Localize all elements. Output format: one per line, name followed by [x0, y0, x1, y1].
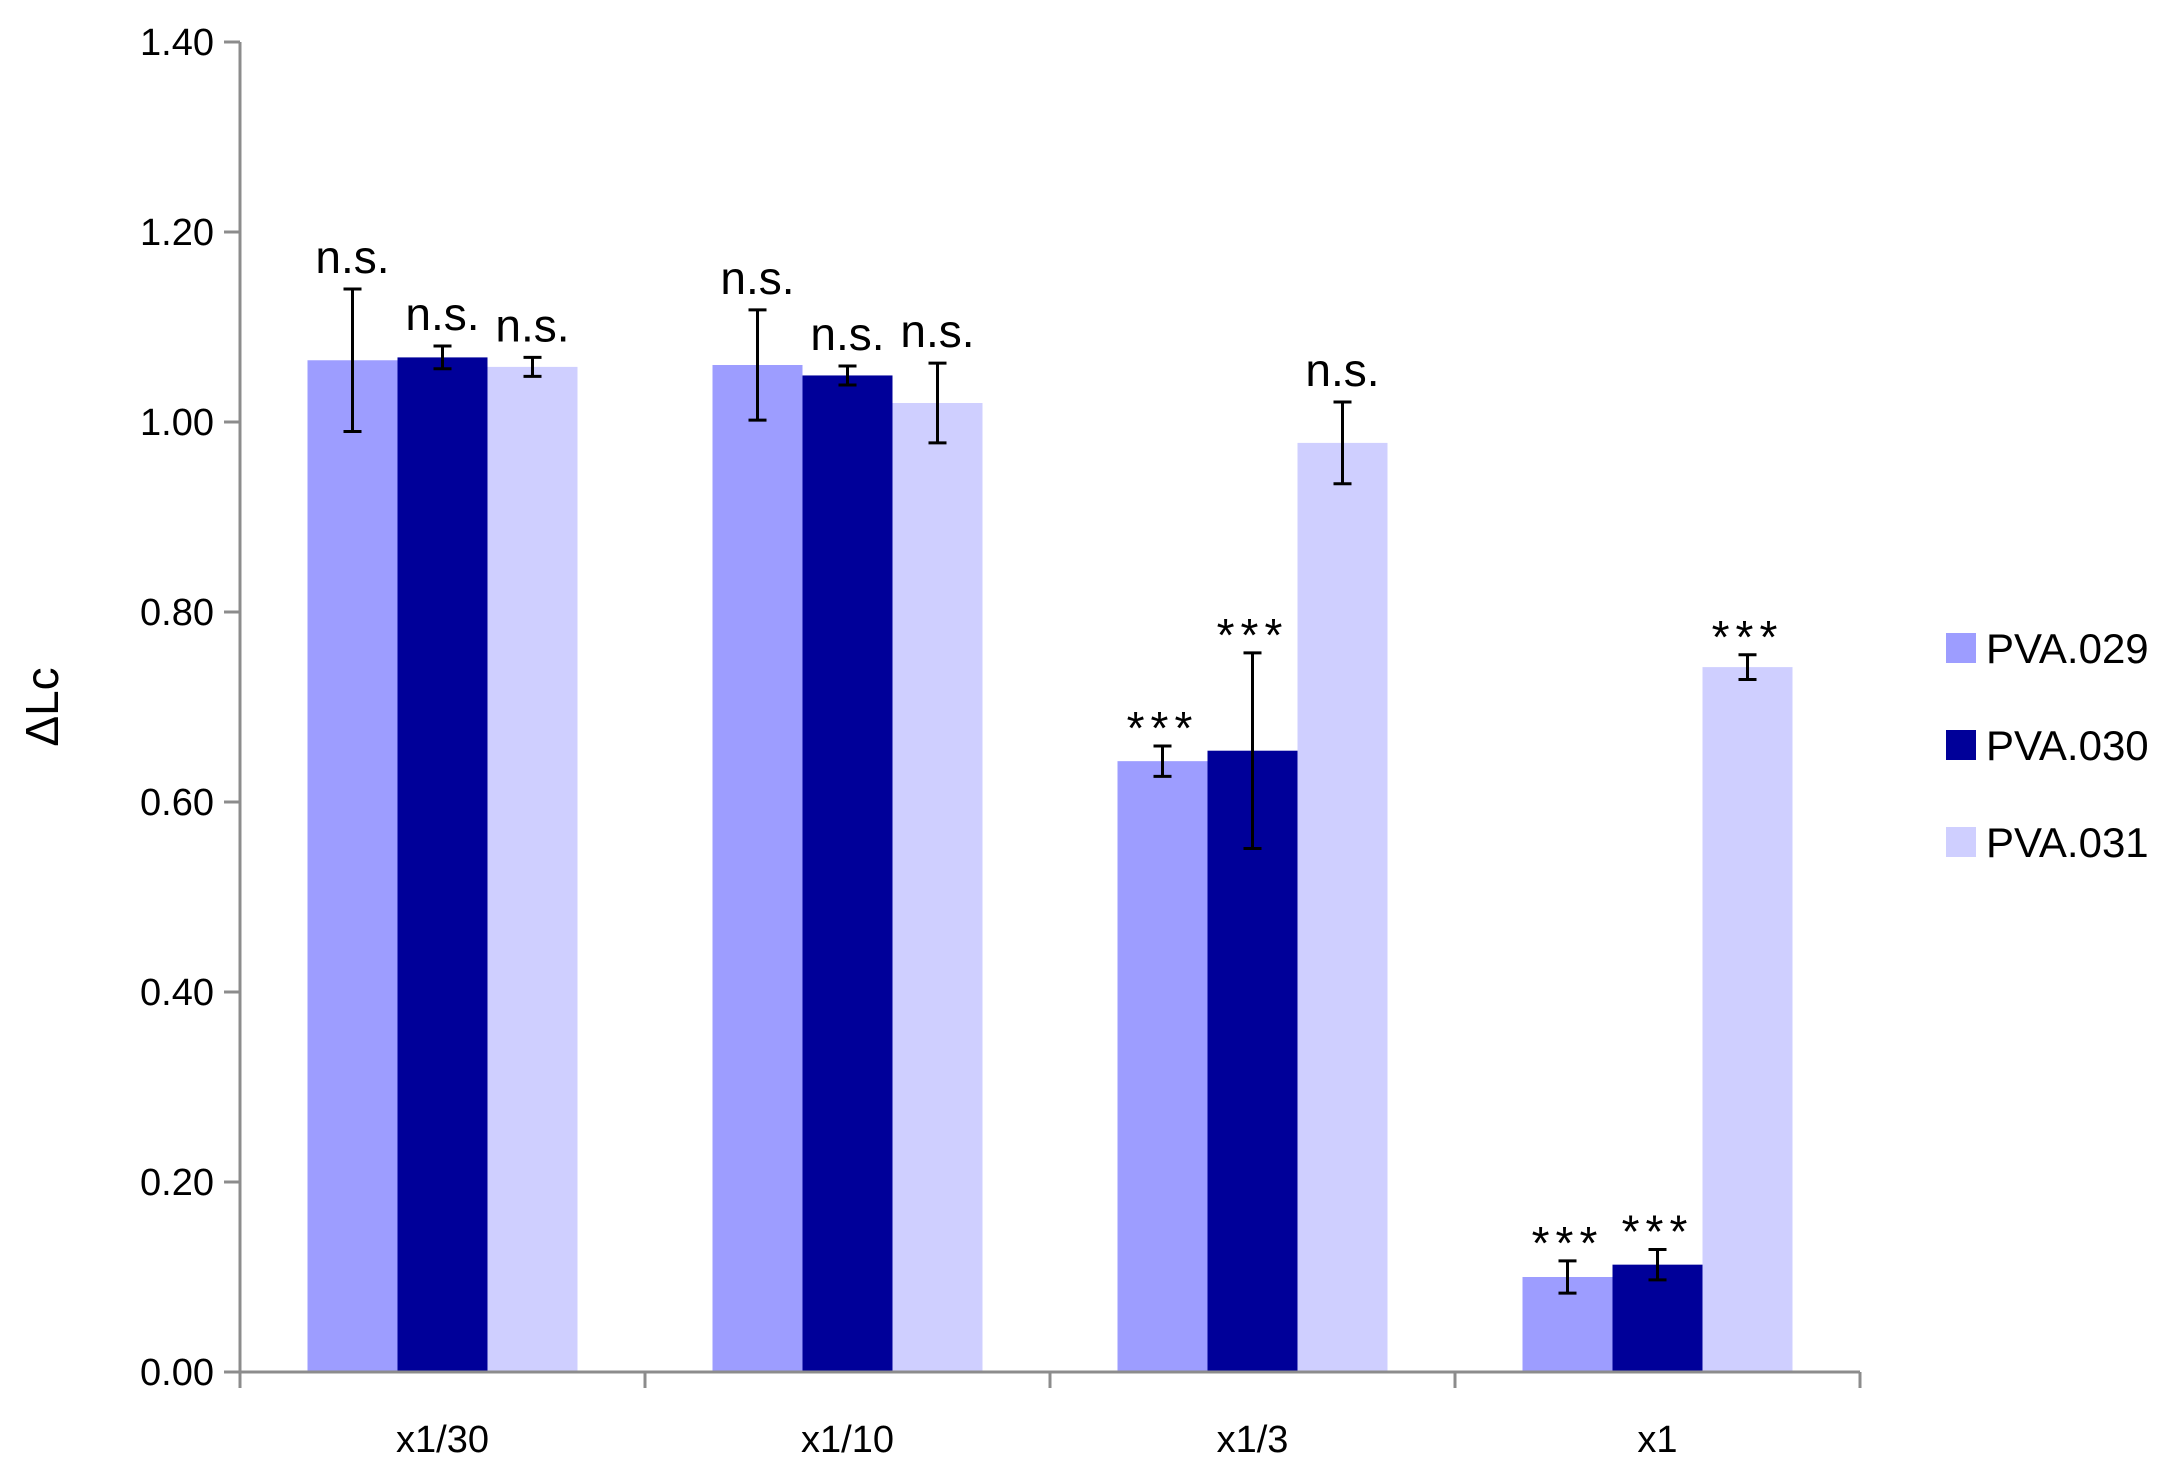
error-bar-pva031-4 [1738, 653, 1757, 681]
significance-label: n.s. [1305, 344, 1379, 396]
y-axis-title: ΔLc [16, 667, 68, 746]
legend-swatch [1946, 730, 1976, 760]
y-tick-label: 1.40 [140, 22, 214, 64]
significance-label: *** [1217, 609, 1289, 661]
error-bar-pva030-2 [838, 364, 857, 387]
bar-pva031-1 [487, 366, 578, 1372]
significance-label: n.s. [720, 252, 794, 304]
legend-label: PVA.030 [1986, 722, 2149, 769]
error-bar-pva029-2 [748, 308, 767, 422]
significance-label: *** [1622, 1205, 1694, 1257]
legend-label: PVA.029 [1986, 625, 2149, 672]
significance-label: *** [1712, 611, 1784, 663]
error-bar-pva031-1 [523, 355, 542, 378]
bar-pva029-3 [1117, 761, 1208, 1372]
y-tick-label: 0.80 [140, 592, 214, 634]
legend-swatch [1946, 633, 1976, 663]
legend-item-pva030: PVA.030 [1946, 722, 2149, 769]
significance-label: n.s. [315, 231, 389, 283]
legend: PVA.029 PVA.030 PVA.031 [1946, 625, 2149, 866]
bar-pva030-4 [1612, 1264, 1703, 1372]
legend-item-pva029: PVA.029 [1946, 625, 2149, 672]
y-tick-label: 0.60 [140, 782, 214, 824]
error-bar-pva029-4 [1558, 1259, 1577, 1295]
legend-label: PVA.031 [1986, 819, 2149, 866]
y-tick-label: 0.40 [140, 972, 214, 1014]
error-bars-layer [343, 287, 1757, 1295]
error-bar-pva029-1 [343, 287, 362, 433]
error-bar-pva030-1 [433, 344, 452, 371]
bar-pva030-2 [802, 375, 893, 1372]
x-tick-label: x1 [1637, 1419, 1677, 1461]
y-tick-label: 1.00 [140, 402, 214, 444]
error-bar-pva031-3 [1333, 400, 1352, 486]
legend-item-pva031: PVA.031 [1946, 819, 2149, 866]
error-bar-pva030-3 [1243, 651, 1262, 851]
legend-swatch [1946, 827, 1976, 857]
bar-pva029-1 [307, 360, 398, 1372]
significance-label: n.s. [810, 308, 884, 360]
significance-label: n.s. [900, 305, 974, 357]
significance-labels-layer: n.s. n.s. n.s. n.s. n.s. n.s. *** *** n.s. *** ***… [315, 231, 1784, 1269]
bar-pva030-3 [1207, 750, 1298, 1372]
significance-label: *** [1532, 1217, 1604, 1269]
error-bar-pva031-2 [928, 361, 947, 445]
significance-label: n.s. [495, 299, 569, 351]
error-bar-pva030-4 [1648, 1247, 1667, 1282]
bar-pva031-2 [892, 403, 983, 1372]
x-tick-label: x1/3 [1217, 1419, 1289, 1461]
bar-pva029-2 [712, 365, 803, 1372]
y-tick-label: 0.00 [140, 1352, 214, 1394]
bars-layer [307, 357, 1793, 1372]
y-tick-label: 1.20 [140, 212, 214, 254]
error-bar-pva029-3 [1153, 744, 1172, 778]
significance-label: n.s. [405, 288, 479, 340]
bar-pva031-3 [1297, 442, 1388, 1372]
x-tick-label: x1/30 [396, 1419, 489, 1461]
x-tick-label: x1/10 [801, 1419, 894, 1461]
axes-layer: 0.00 0.20 0.40 0.60 0.80 1.00 1.20 1.40 x1/30 x1/… [16, 22, 1862, 1461]
significance-label: *** [1127, 702, 1199, 754]
bar-pva030-1 [397, 357, 488, 1372]
y-tick-label: 0.20 [140, 1162, 214, 1204]
bar-pva031-4 [1702, 667, 1793, 1372]
